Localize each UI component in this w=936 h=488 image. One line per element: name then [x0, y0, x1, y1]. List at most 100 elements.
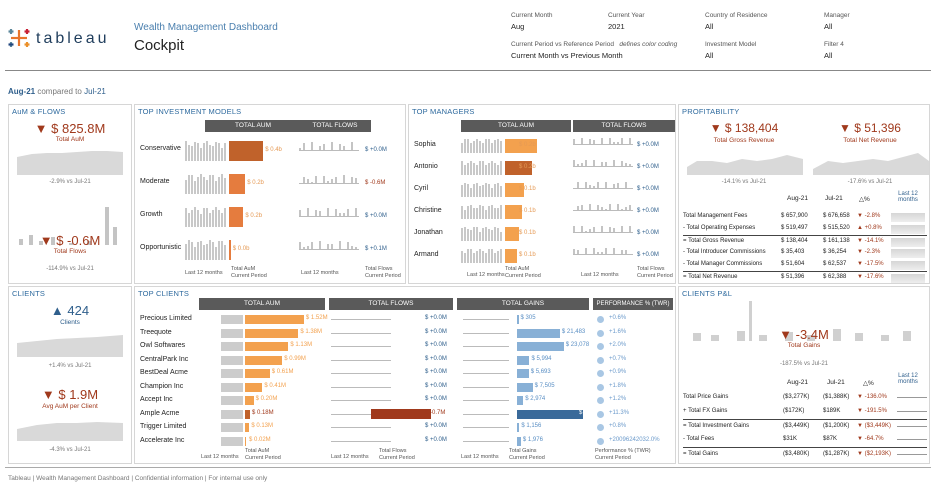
filter-value[interactable]: Current Month vs Previous Month [511, 51, 623, 60]
spark-bar [613, 228, 615, 232]
client-row[interactable]: Treequote $ 1.38M $ +0.0M $ 21,483 +1.6% [135, 327, 675, 340]
spark-bar [327, 243, 329, 249]
client-row[interactable]: Accelerate Inc $ 0.02M $ +0.0M $ 1,976 +2009… [135, 435, 675, 448]
col-header-performance[interactable]: PERFORMANCE % (TWR) [593, 298, 673, 310]
col-header-total-aum[interactable]: TOTAL AUM [199, 298, 325, 310]
col-header-total-aum[interactable]: TOTAL AUM [205, 120, 301, 132]
client-row[interactable]: BestDeal Acme $ 0.61M $ +0.0M $ 5,693 +0.9% [135, 367, 675, 380]
perf-dot [597, 383, 604, 391]
flows-spark [573, 157, 633, 175]
filter-value[interactable]: Aug [511, 22, 525, 31]
flows-vs: vs Jul-21 [69, 266, 94, 272]
filter-label: Current Year [608, 12, 645, 19]
filter-value[interactable]: All [705, 22, 714, 31]
manager-row[interactable]: Christine $ 0.1b $ +0.0M [409, 199, 675, 221]
aum-value: $ 0.2b [245, 213, 263, 219]
col-header-total-flows[interactable]: TOTAL FLOWS [573, 120, 675, 132]
client-row[interactable]: Accept Inc $ 0.20M $ +0.0M $ 2,974 +1.2% [135, 394, 675, 407]
filter-value[interactable]: All [824, 22, 833, 31]
brand-wordmark: tableau [36, 30, 110, 47]
clients-count-value: ▲ 424 [50, 303, 90, 318]
client-row[interactable]: CentralPark Inc $ 0.99M $ +0.0M $ 5,994 +0.7… [135, 354, 675, 367]
gains-spark [463, 413, 509, 415]
spark-bar [191, 242, 193, 260]
aum-value: $ 0.13M [251, 423, 274, 429]
model-row[interactable]: Opportunistic $ 0.0b $ +0.1M [135, 232, 405, 265]
manager-row[interactable]: Antonio $ 0.2b $ +0.0M [409, 155, 675, 177]
filter-value[interactable]: All [705, 51, 714, 60]
foot-current-period-flows: Current Period [379, 455, 415, 461]
total-aum-label: Total AuM [55, 136, 85, 143]
filter-4[interactable]: Filter 4 All [824, 41, 924, 60]
manager-name: Christine [414, 207, 442, 214]
period-compared-text: compared to [37, 87, 82, 96]
spark-bar [476, 227, 478, 241]
col-header-total-flows[interactable]: TOTAL FLOWS [329, 298, 453, 310]
perf-dot [597, 329, 604, 337]
spark-bar [347, 209, 349, 216]
col-header-total-flows[interactable]: TOTAL FLOWS [299, 120, 371, 132]
client-row[interactable]: Owl Softwares $ 1.13M $ +0.0M $ 23,078 +2.0% [135, 340, 675, 353]
aum-value: $ 0.2b [247, 180, 264, 186]
filter-investment-model[interactable]: Investment Model All [705, 41, 815, 60]
foot-total-gains: Total Gains [509, 448, 537, 454]
perf-value: +0.7% [609, 355, 627, 362]
pl-jul: $87K [823, 436, 838, 442]
spark-bar [461, 185, 463, 197]
perf-dot [597, 437, 604, 445]
spark-bar [200, 213, 202, 227]
spark-bar [212, 242, 214, 260]
aum-spark [221, 369, 243, 378]
manager-row[interactable]: Armand $ 0.1b $ +0.0M [409, 243, 675, 265]
client-row[interactable]: Champion Inc $ 0.41M $ +0.0M $ 7,505 +1.8% [135, 381, 675, 394]
aum-value: $ 1.52M [305, 315, 328, 321]
client-name: Trigger Limited [140, 423, 187, 430]
model-row[interactable]: Conservative $ 0.4b $ +0.0M [135, 133, 405, 166]
aum-spark [185, 205, 229, 227]
spark-bar [577, 250, 579, 254]
profit-jul: $ 36,254 [823, 249, 847, 255]
spark-bar [335, 208, 337, 216]
client-row[interactable]: Trigger Limited $ 0.13M $ +0.0M $ 1,156 +0.8… [135, 421, 675, 434]
aum-bar [245, 436, 247, 446]
pl-row: = Total Gains ($3,480K) ($1,287K) ▼ ($2,193… [683, 447, 927, 461]
client-row[interactable]: Ample Acme $ 0.18M $ -0.7M $ 32,150 +11.3% [135, 408, 675, 421]
aum-value: $ 0.1b [519, 252, 536, 258]
tableau-logo: tableau [6, 26, 126, 50]
spark-bar [497, 165, 499, 175]
filter-manager[interactable]: Manager All [824, 12, 924, 31]
spark-bar [494, 253, 496, 263]
foot-l12-aum: Last 12 months [185, 270, 223, 276]
model-row[interactable]: Moderate $ 0.2b $ -0.6M [135, 166, 405, 199]
manager-row[interactable]: Cyril $ 0.1b $ +0.0M [409, 177, 675, 199]
filter-value[interactable]: 2021 [608, 22, 625, 31]
spark-bar [200, 240, 202, 260]
spark-bar [601, 225, 603, 232]
spark-bar [194, 207, 196, 227]
model-row[interactable]: Growth $ 0.2b $ +0.0M [135, 199, 405, 232]
manager-row[interactable]: Sophia $ 0.2b $ +0.0M [409, 133, 675, 155]
filter-country[interactable]: Country of Residence All [705, 12, 815, 31]
client-name: Ample Acme [140, 409, 180, 417]
spark-bar [625, 163, 627, 166]
period-reference: Jul-21 [84, 87, 106, 96]
client-row[interactable]: Precious Limited $ 1.52M $ +0.0M $ 305 +0.6% [135, 313, 675, 326]
aum-bar [245, 342, 289, 351]
filter-current-year[interactable]: Current Year 2021 [608, 12, 698, 31]
spark-bar [467, 139, 469, 153]
aum-spark [221, 409, 243, 419]
col-header-total-aum[interactable]: TOTAL AUM [461, 120, 571, 132]
spark-bar [485, 164, 487, 175]
col-header-total-gains[interactable]: TOTAL GAINS [457, 298, 589, 310]
filter-current-month[interactable]: Current Month Aug [511, 12, 601, 31]
manager-row[interactable]: Jonathan $ 0.1b $ +0.0M [409, 221, 675, 243]
filter-label: Country of Residence [705, 12, 768, 19]
spark-bar [573, 225, 575, 232]
spark-bar [461, 161, 463, 175]
foot-current-period-gains: Current Period [509, 455, 545, 461]
gains-bar [517, 396, 524, 405]
filter-period-comparison[interactable]: Current Period vs Reference Period defin… [511, 41, 701, 60]
filter-value[interactable]: All [824, 51, 833, 60]
spark-bar [494, 183, 496, 197]
net-area-spark [813, 153, 929, 175]
